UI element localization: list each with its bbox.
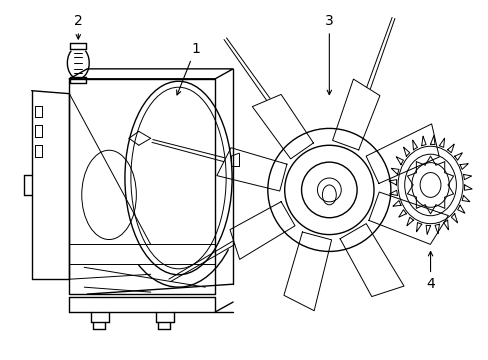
- Text: 1: 1: [176, 42, 200, 95]
- Text: 4: 4: [426, 252, 434, 291]
- Text: 3: 3: [325, 14, 333, 95]
- Text: 2: 2: [74, 14, 82, 39]
